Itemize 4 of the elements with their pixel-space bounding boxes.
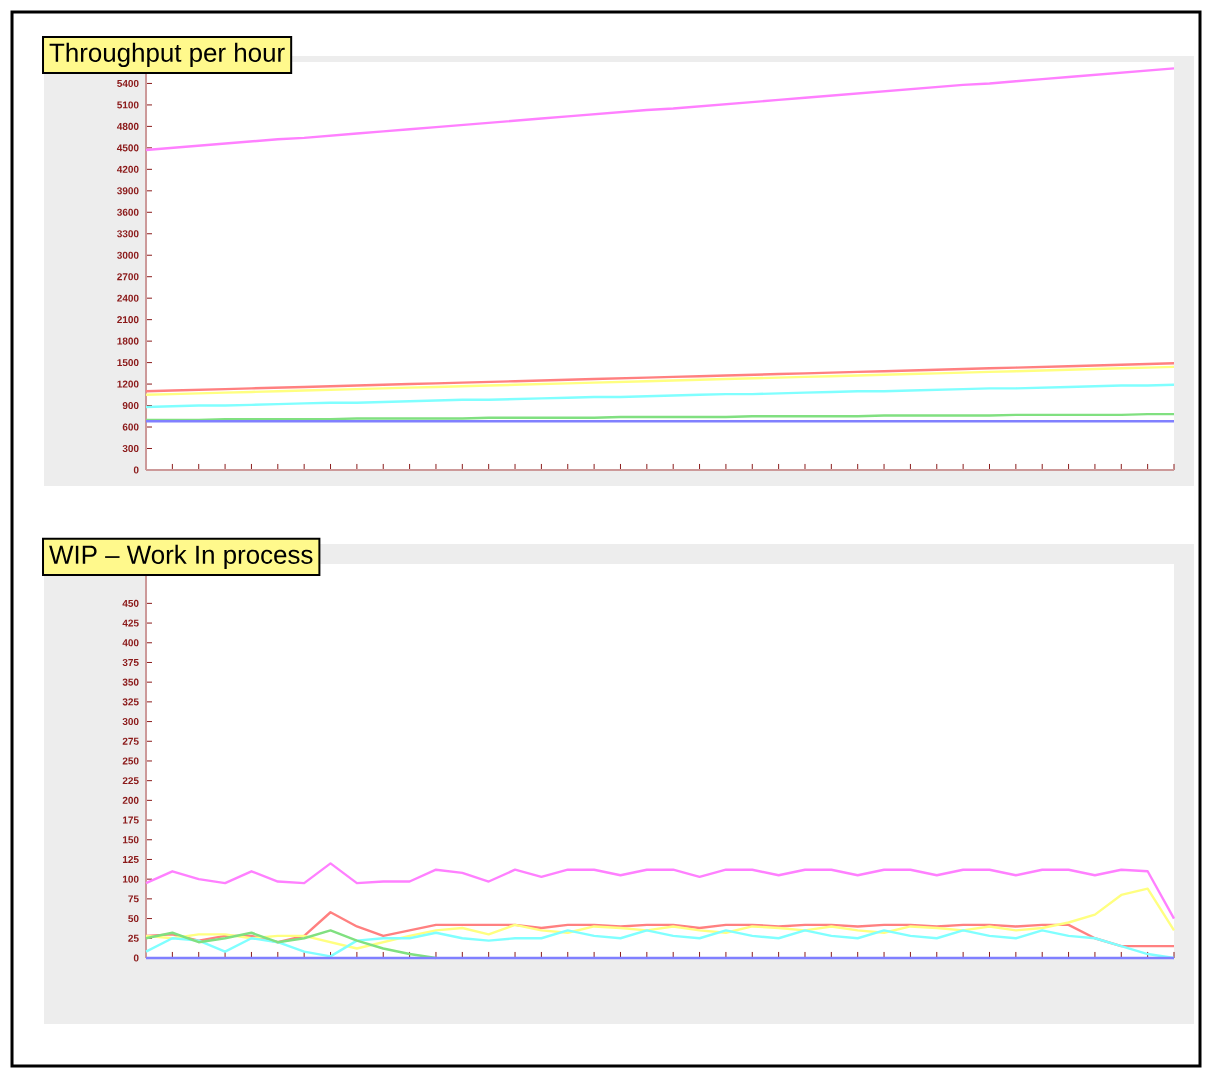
line-series [144, 929, 438, 960]
chart-title: WIP – Work In process [49, 544, 313, 570]
chart-title: Throughput per hour [49, 42, 285, 68]
line-series [144, 862, 1176, 920]
